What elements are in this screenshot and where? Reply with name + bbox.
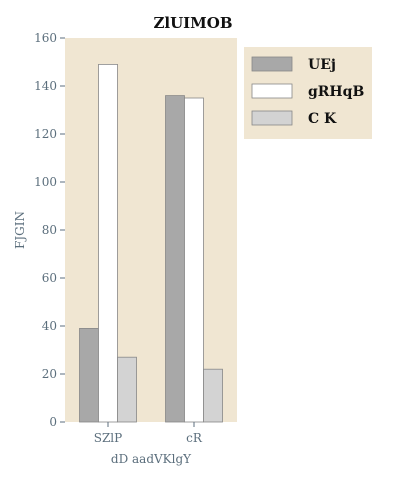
y-tick-label: 80 <box>42 223 57 237</box>
bar-gRHqB-SZlP <box>98 64 118 423</box>
legend-swatch <box>251 83 293 99</box>
legend-label: C K <box>308 111 337 127</box>
legend-label: gRHqB <box>308 84 364 100</box>
bar-group <box>79 64 223 423</box>
chart-title: ZlUIMOB <box>153 14 232 32</box>
bar-C-K-SZlP <box>117 356 137 423</box>
y-tick-label: 0 <box>49 415 57 429</box>
bar-UEj-cR <box>165 95 185 423</box>
x-axis: SZlP cR <box>94 422 203 445</box>
y-tick-label: 100 <box>34 175 57 189</box>
y-tick-label: 140 <box>34 79 57 93</box>
y-tick-label: 160 <box>34 31 57 45</box>
y-tick-label: 20 <box>42 367 57 381</box>
x-tick-label: cR <box>186 431 203 445</box>
y-axis: 0 20 40 60 80 100 120 140 160 <box>34 31 65 429</box>
bar-UEj-SZlP <box>79 327 99 423</box>
y-tick-label: 40 <box>42 319 57 333</box>
y-axis-label: FJGIN <box>13 211 27 249</box>
x-axis-label: dD aadVKlgY <box>111 452 192 466</box>
legend-label: UEj <box>308 57 336 73</box>
x-tick-label: SZlP <box>94 431 122 445</box>
legend: UEj gRHqB C K <box>244 47 372 139</box>
legend-swatch <box>251 110 293 126</box>
y-tick-label: 120 <box>34 127 57 141</box>
legend-swatch <box>251 56 293 72</box>
bar-C-K-cR <box>203 368 223 423</box>
y-tick-label: 60 <box>42 271 57 285</box>
bar-gRHqB-cR <box>184 97 204 423</box>
